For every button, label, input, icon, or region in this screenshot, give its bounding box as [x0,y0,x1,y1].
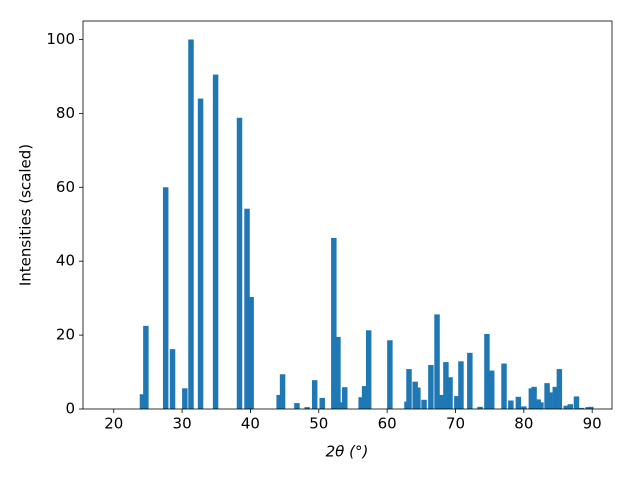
x-tick-label: 20 [104,415,123,433]
y-axis-label: Intensities (scaled) [17,144,35,286]
x-tick-label: 50 [309,415,328,433]
bar [335,336,341,409]
bar [578,407,584,409]
bar [477,406,483,409]
bar [421,399,427,409]
x-tick-label: 30 [173,415,192,433]
bar [467,352,473,409]
bar [212,74,219,409]
plot-frame [82,20,613,410]
bar [244,208,250,409]
x-tick-label: 90 [583,415,602,433]
bar [279,374,286,409]
bar [276,394,282,409]
bar [454,396,460,409]
x-tick-label: 70 [446,415,465,433]
bar [182,388,188,409]
bar [484,333,490,409]
bar [197,98,204,409]
bar [319,397,325,409]
bar [188,39,194,409]
bar [358,397,364,409]
bar [304,407,310,409]
bar [563,405,569,409]
bar [361,386,368,409]
bar [169,349,176,409]
bar [162,187,169,409]
bar [508,400,514,409]
y-tick-label: 60 [56,178,75,196]
bar [458,361,464,409]
bar [515,396,522,409]
y-tick-label: 0 [65,400,75,418]
bar [447,377,453,409]
bar [337,402,344,409]
bar [573,396,580,409]
bar [434,314,440,409]
bar [387,340,393,409]
y-tick-label: 100 [46,30,75,48]
bar [331,237,337,409]
x-tick-label: 60 [378,415,397,433]
bar [143,325,149,409]
bar [588,406,594,409]
bar [248,297,254,409]
bar [139,394,146,409]
bar [415,387,421,409]
y-tick-label: 80 [56,104,75,122]
bar [531,386,537,409]
bar [567,404,574,409]
bar [365,330,372,409]
bar [501,363,507,409]
bar [521,406,527,409]
x-tick-label: 80 [514,415,533,433]
bar [488,370,495,409]
bar [342,387,348,409]
bar [311,380,318,409]
x-tick-label: 40 [241,415,260,433]
bar [294,403,300,409]
bar [428,365,434,409]
bar [443,362,449,409]
bar [556,369,563,409]
bar [406,369,412,409]
bar [552,386,559,409]
bar [547,392,553,409]
y-tick-label: 20 [56,326,75,344]
bar [236,117,243,409]
y-tick-label: 40 [56,252,75,270]
x-axis-label: 2θ (°) [326,443,369,461]
bar [538,402,544,409]
bar [438,394,444,409]
